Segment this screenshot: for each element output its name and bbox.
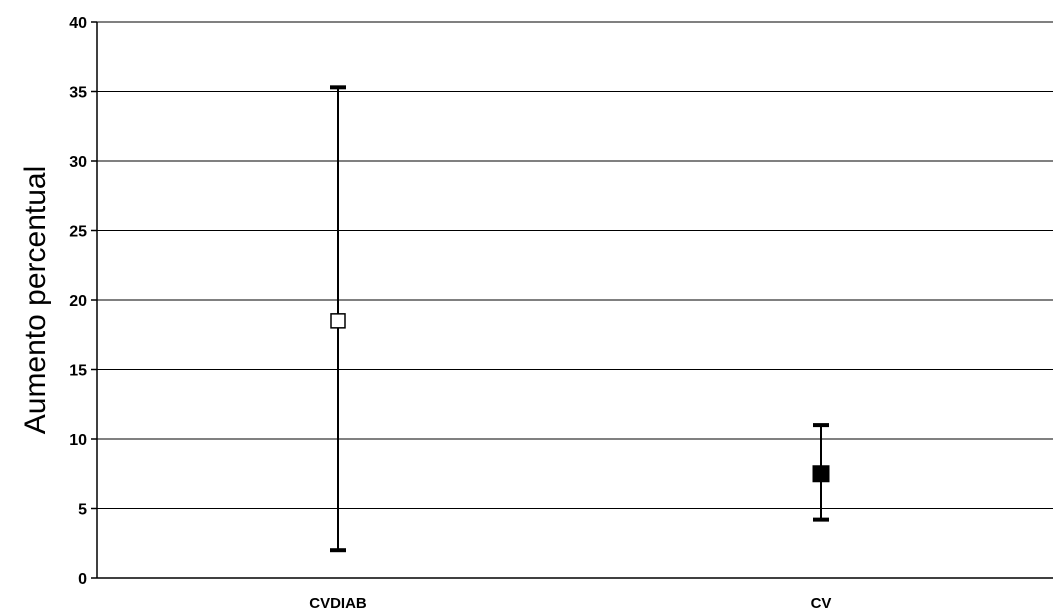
point-marker (812, 465, 830, 483)
y-ticks: 0 5 10 15 20 25 30 35 40 (69, 15, 97, 588)
y-tick-label: 30 (69, 154, 87, 171)
y-tick-label: 15 (69, 363, 87, 380)
y-tick-label: 25 (69, 224, 87, 241)
y-tick-label: 20 (69, 293, 87, 310)
y-axis-label: Aumento percentual (19, 166, 52, 435)
x-category-label: CVDIAB (309, 595, 367, 612)
gridlines (97, 21, 1053, 509)
y-tick-label: 0 (78, 571, 87, 588)
y-tick-label: 5 (78, 502, 87, 519)
y-tick-label: 10 (69, 432, 87, 449)
x-category-label: CV (811, 595, 832, 612)
x-categories: CVDIAB CV (309, 595, 831, 612)
data-points (330, 85, 830, 553)
y-tick-label: 40 (69, 15, 87, 32)
y-tick-label: 35 (69, 85, 87, 102)
point-marker (330, 313, 346, 329)
